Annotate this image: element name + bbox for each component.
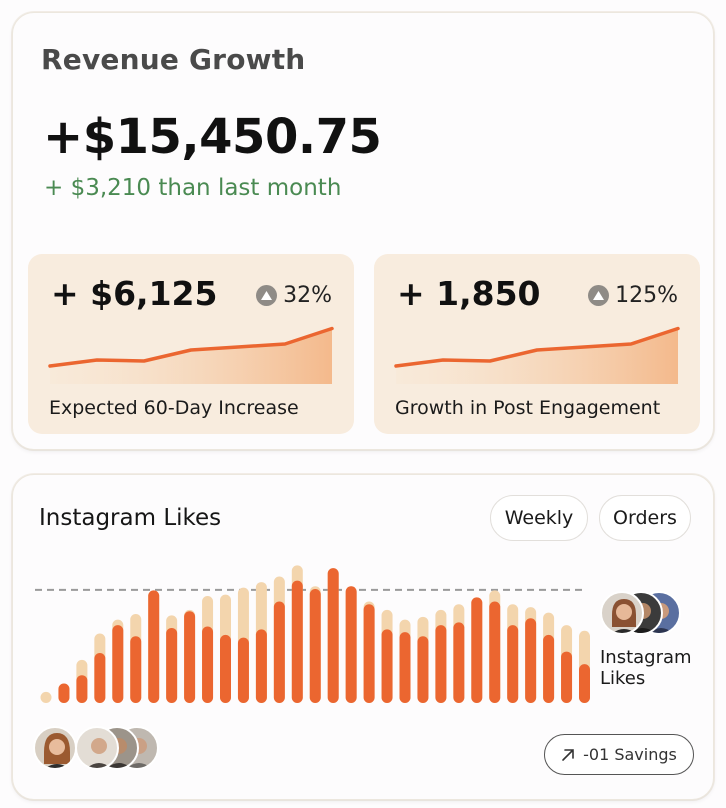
bar [561, 651, 573, 703]
bar [381, 629, 393, 703]
bar [273, 601, 285, 703]
bar [94, 652, 106, 703]
metric-label: Expected 60-Day Increase [49, 397, 299, 419]
bar [507, 625, 519, 703]
metric-card-expected-increase[interactable]: + $6,125 32% Expected 60-Day Increase [28, 254, 354, 434]
metric-percent-value: 125% [615, 283, 678, 308]
revenue-value: +$15,450.75 [43, 109, 382, 165]
revenue-title: Revenue Growth [41, 43, 306, 76]
avatar [33, 726, 77, 770]
bar [184, 611, 196, 703]
bar [112, 625, 124, 703]
metric-label: Growth in Post Engagement [395, 397, 661, 419]
bar [148, 590, 160, 703]
instagram-likes-card: Instagram Likes Weekly Orders Instagram … [12, 474, 714, 800]
triangle-up-icon [588, 285, 610, 306]
metric-percent-value: 32% [283, 283, 332, 308]
bar [453, 622, 465, 703]
likes-bar-chart [35, 565, 590, 703]
revenue-growth-card: Revenue Growth +$15,450.75 + $3,210 than… [12, 12, 714, 450]
avatar [600, 591, 644, 635]
bar [220, 634, 231, 703]
bar [237, 637, 249, 703]
bar [130, 636, 142, 703]
bar [417, 636, 429, 703]
bar [166, 627, 178, 703]
bar [579, 664, 590, 703]
weekly-filter-button[interactable]: Weekly [490, 495, 588, 541]
bar [76, 675, 88, 703]
metric-value: + $6,125 [51, 274, 218, 313]
bar [202, 626, 214, 703]
avatar [75, 726, 119, 770]
trend-sparkline [48, 326, 334, 384]
bar [255, 629, 267, 703]
bar [363, 604, 375, 703]
savings-button[interactable]: -01 Savings [544, 734, 694, 775]
metric-percent: 125% [588, 283, 678, 308]
side-label: Instagram Likes [600, 647, 692, 689]
triangle-up-icon [256, 285, 278, 306]
bar [327, 568, 339, 703]
bar [345, 586, 357, 703]
bar [525, 618, 537, 703]
metric-percent: 32% [256, 283, 332, 308]
bar [435, 625, 447, 703]
bar [489, 601, 501, 703]
savings-label: -01 Savings [583, 745, 677, 764]
bar [309, 589, 321, 703]
arrow-up-right-icon [562, 748, 574, 761]
bar [291, 580, 303, 703]
trend-sparkline [394, 326, 680, 384]
sparkline-area [50, 328, 332, 384]
bar-background [40, 691, 52, 703]
sparkline-area [396, 328, 678, 384]
metric-value: + 1,850 [397, 274, 541, 313]
sparkline-line [48, 326, 334, 368]
bar [471, 597, 483, 703]
bar [58, 683, 70, 703]
sparkline-line [394, 326, 680, 368]
revenue-comparison: + $3,210 than last month [44, 175, 342, 201]
bar [543, 634, 555, 703]
likes-title: Instagram Likes [39, 505, 222, 531]
orders-filter-button[interactable]: Orders [599, 495, 691, 541]
bar [399, 632, 411, 703]
metric-card-post-engagement[interactable]: + 1,850 125% Growth in Post Engagement [374, 254, 700, 434]
